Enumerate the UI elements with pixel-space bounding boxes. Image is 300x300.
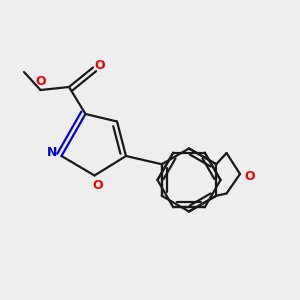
Text: O: O [92, 178, 103, 192]
Text: N: N [47, 146, 58, 160]
Text: O: O [35, 75, 46, 88]
Text: O: O [94, 58, 105, 72]
Text: O: O [244, 170, 255, 183]
